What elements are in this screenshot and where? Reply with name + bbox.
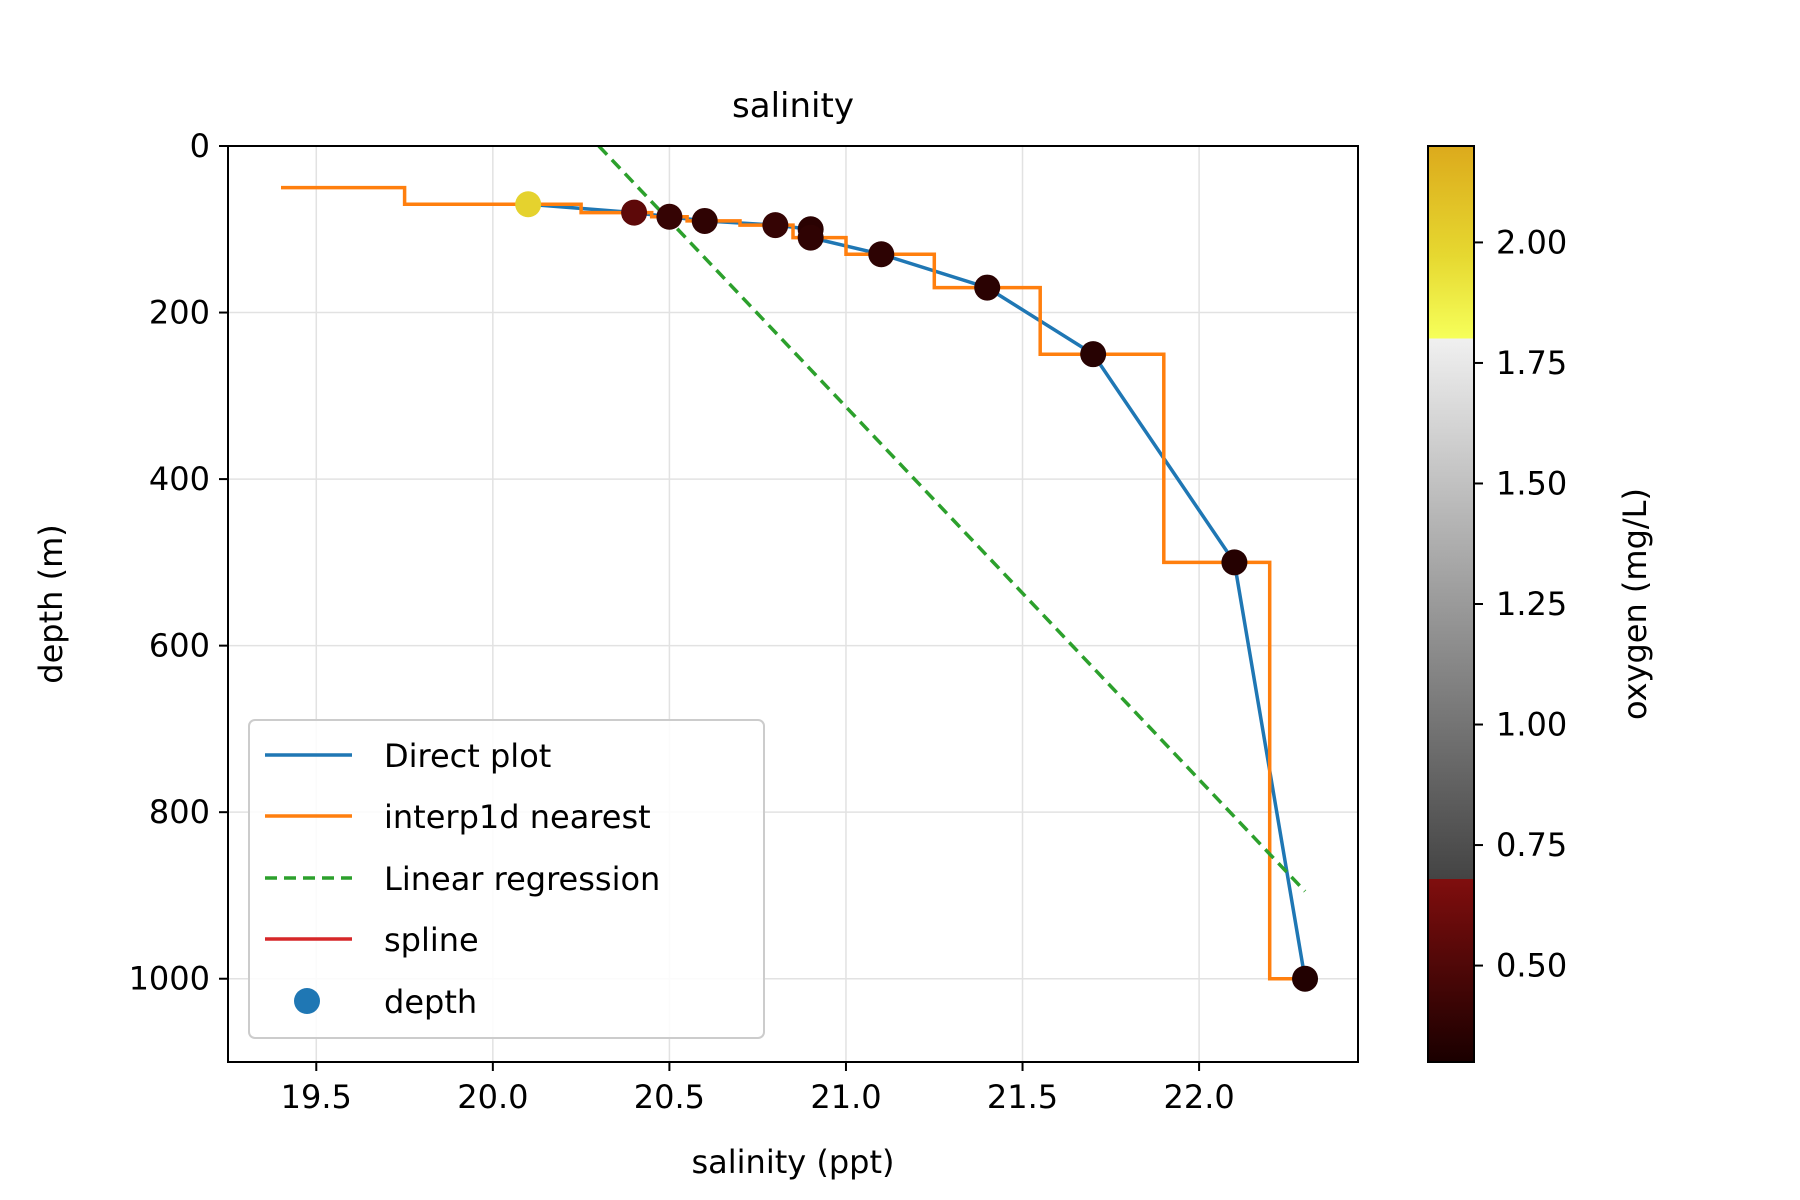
y-tick-label: 400 (149, 460, 210, 498)
x-tick-1: 19.5 (281, 1062, 352, 1116)
colorbar-ticks: 0.50 0.75 1.00 1.25 1.50 1.75 2.00 (1474, 223, 1567, 985)
cb-tick-7: 2.00 (1474, 223, 1567, 261)
x-tick-5: 21.5 (987, 1062, 1058, 1116)
cb-tick-label: 1.50 (1496, 464, 1567, 502)
x-tick-2: 20.0 (457, 1062, 528, 1116)
plot-frame (227, 145, 1359, 1063)
y-tick-5: 800 (149, 793, 228, 831)
legend-swatch-depth (294, 988, 320, 1014)
x-tick-label: 21.5 (987, 1078, 1058, 1116)
legend-label-spline: spline (384, 921, 479, 959)
colorbar-gradient (1427, 145, 1475, 1063)
depth-point-10 (1080, 341, 1107, 368)
x-tick-label: 19.5 (281, 1078, 352, 1116)
cb-tick-2: 0.75 (1474, 826, 1567, 864)
legend-label-linear-regression: Linear regression (384, 860, 660, 898)
y-axis-ticks: 0 200 400 600 800 1000 (129, 127, 228, 998)
cb-tick-label: 1.75 (1496, 344, 1567, 382)
cb-tick-1: 0.50 (1474, 947, 1567, 985)
colorbar: 0.50 0.75 1.00 1.25 1.50 1.75 2.00 oxyge… (1427, 145, 1654, 1063)
y-tick-label: 1000 (129, 960, 210, 998)
x-tick-label: 20.0 (457, 1078, 528, 1116)
cb-tick-label: 0.75 (1496, 826, 1567, 864)
y-tick-4: 600 (149, 627, 228, 665)
y-tick-label: 600 (149, 627, 210, 665)
interp1d-nearest-line (281, 185, 1305, 981)
y-tick-3: 400 (149, 460, 228, 498)
legend-entry-spline: spline (265, 921, 479, 959)
cb-tick-3: 1.00 (1474, 706, 1567, 744)
legend-label-interp1d-nearest: interp1d nearest (384, 798, 651, 836)
x-tick-4: 21.0 (810, 1062, 882, 1116)
legend-entry-depth: depth (294, 983, 477, 1021)
x-axis-ticks: 19.5 20.0 20.5 21.0 21.5 22.0 (281, 1062, 1235, 1116)
depth-point-4 (691, 207, 718, 234)
y-tick-2: 200 (149, 294, 228, 332)
y-tick-label: 200 (149, 294, 210, 332)
y-tick-6: 1000 (129, 960, 228, 998)
cb-tick-label: 0.50 (1496, 947, 1567, 985)
x-tick-3: 20.5 (634, 1062, 705, 1116)
depth-scatter-points (515, 191, 1319, 992)
depth-point-5 (762, 212, 789, 239)
depth-point-8 (868, 241, 895, 268)
cb-tick-label: 1.25 (1496, 585, 1567, 623)
colorbar-label: oxygen (mg/L) (1616, 488, 1654, 720)
depth-point-11 (1221, 549, 1248, 576)
legend-label-direct-plot: Direct plot (384, 737, 551, 775)
legend-entry-linear-regression: Linear regression (265, 860, 660, 898)
y-tick-1: 0 (190, 127, 228, 165)
cb-tick-label: 1.00 (1496, 706, 1567, 744)
x-tick-label: 20.5 (634, 1078, 705, 1116)
x-tick-label: 22.0 (1163, 1078, 1234, 1116)
y-tick-label: 800 (149, 793, 210, 831)
x-tick-6: 22.0 (1163, 1062, 1235, 1116)
legend: Direct plot interp1d nearest Linear regr… (248, 719, 765, 1039)
depth-point-1 (515, 191, 542, 218)
legend-entry-interp1d-nearest: interp1d nearest (265, 798, 651, 836)
depth-point-7 (797, 224, 824, 251)
chart-title: salinity (732, 86, 854, 126)
cb-tick-5: 1.50 (1474, 464, 1567, 502)
cb-tick-6: 1.75 (1474, 344, 1567, 382)
legend-box (248, 719, 765, 1039)
linear-regression-line (597, 146, 1307, 893)
depth-point-2 (621, 199, 648, 226)
x-tick-label: 21.0 (810, 1078, 881, 1116)
y-tick-label: 0 (190, 127, 210, 165)
y-axis-label: depth (m) (32, 524, 70, 683)
cb-tick-label: 2.00 (1496, 223, 1567, 261)
legend-entry-direct-plot: Direct plot (265, 737, 551, 775)
x-axis-label: salinity (ppt) (691, 1143, 894, 1181)
depth-point-9 (974, 274, 1001, 301)
depth-point-12 (1292, 965, 1319, 992)
series-layer (281, 146, 1319, 992)
cb-tick-4: 1.25 (1474, 585, 1567, 623)
legend-label-depth: depth (384, 983, 477, 1021)
depth-point-3 (656, 203, 683, 230)
